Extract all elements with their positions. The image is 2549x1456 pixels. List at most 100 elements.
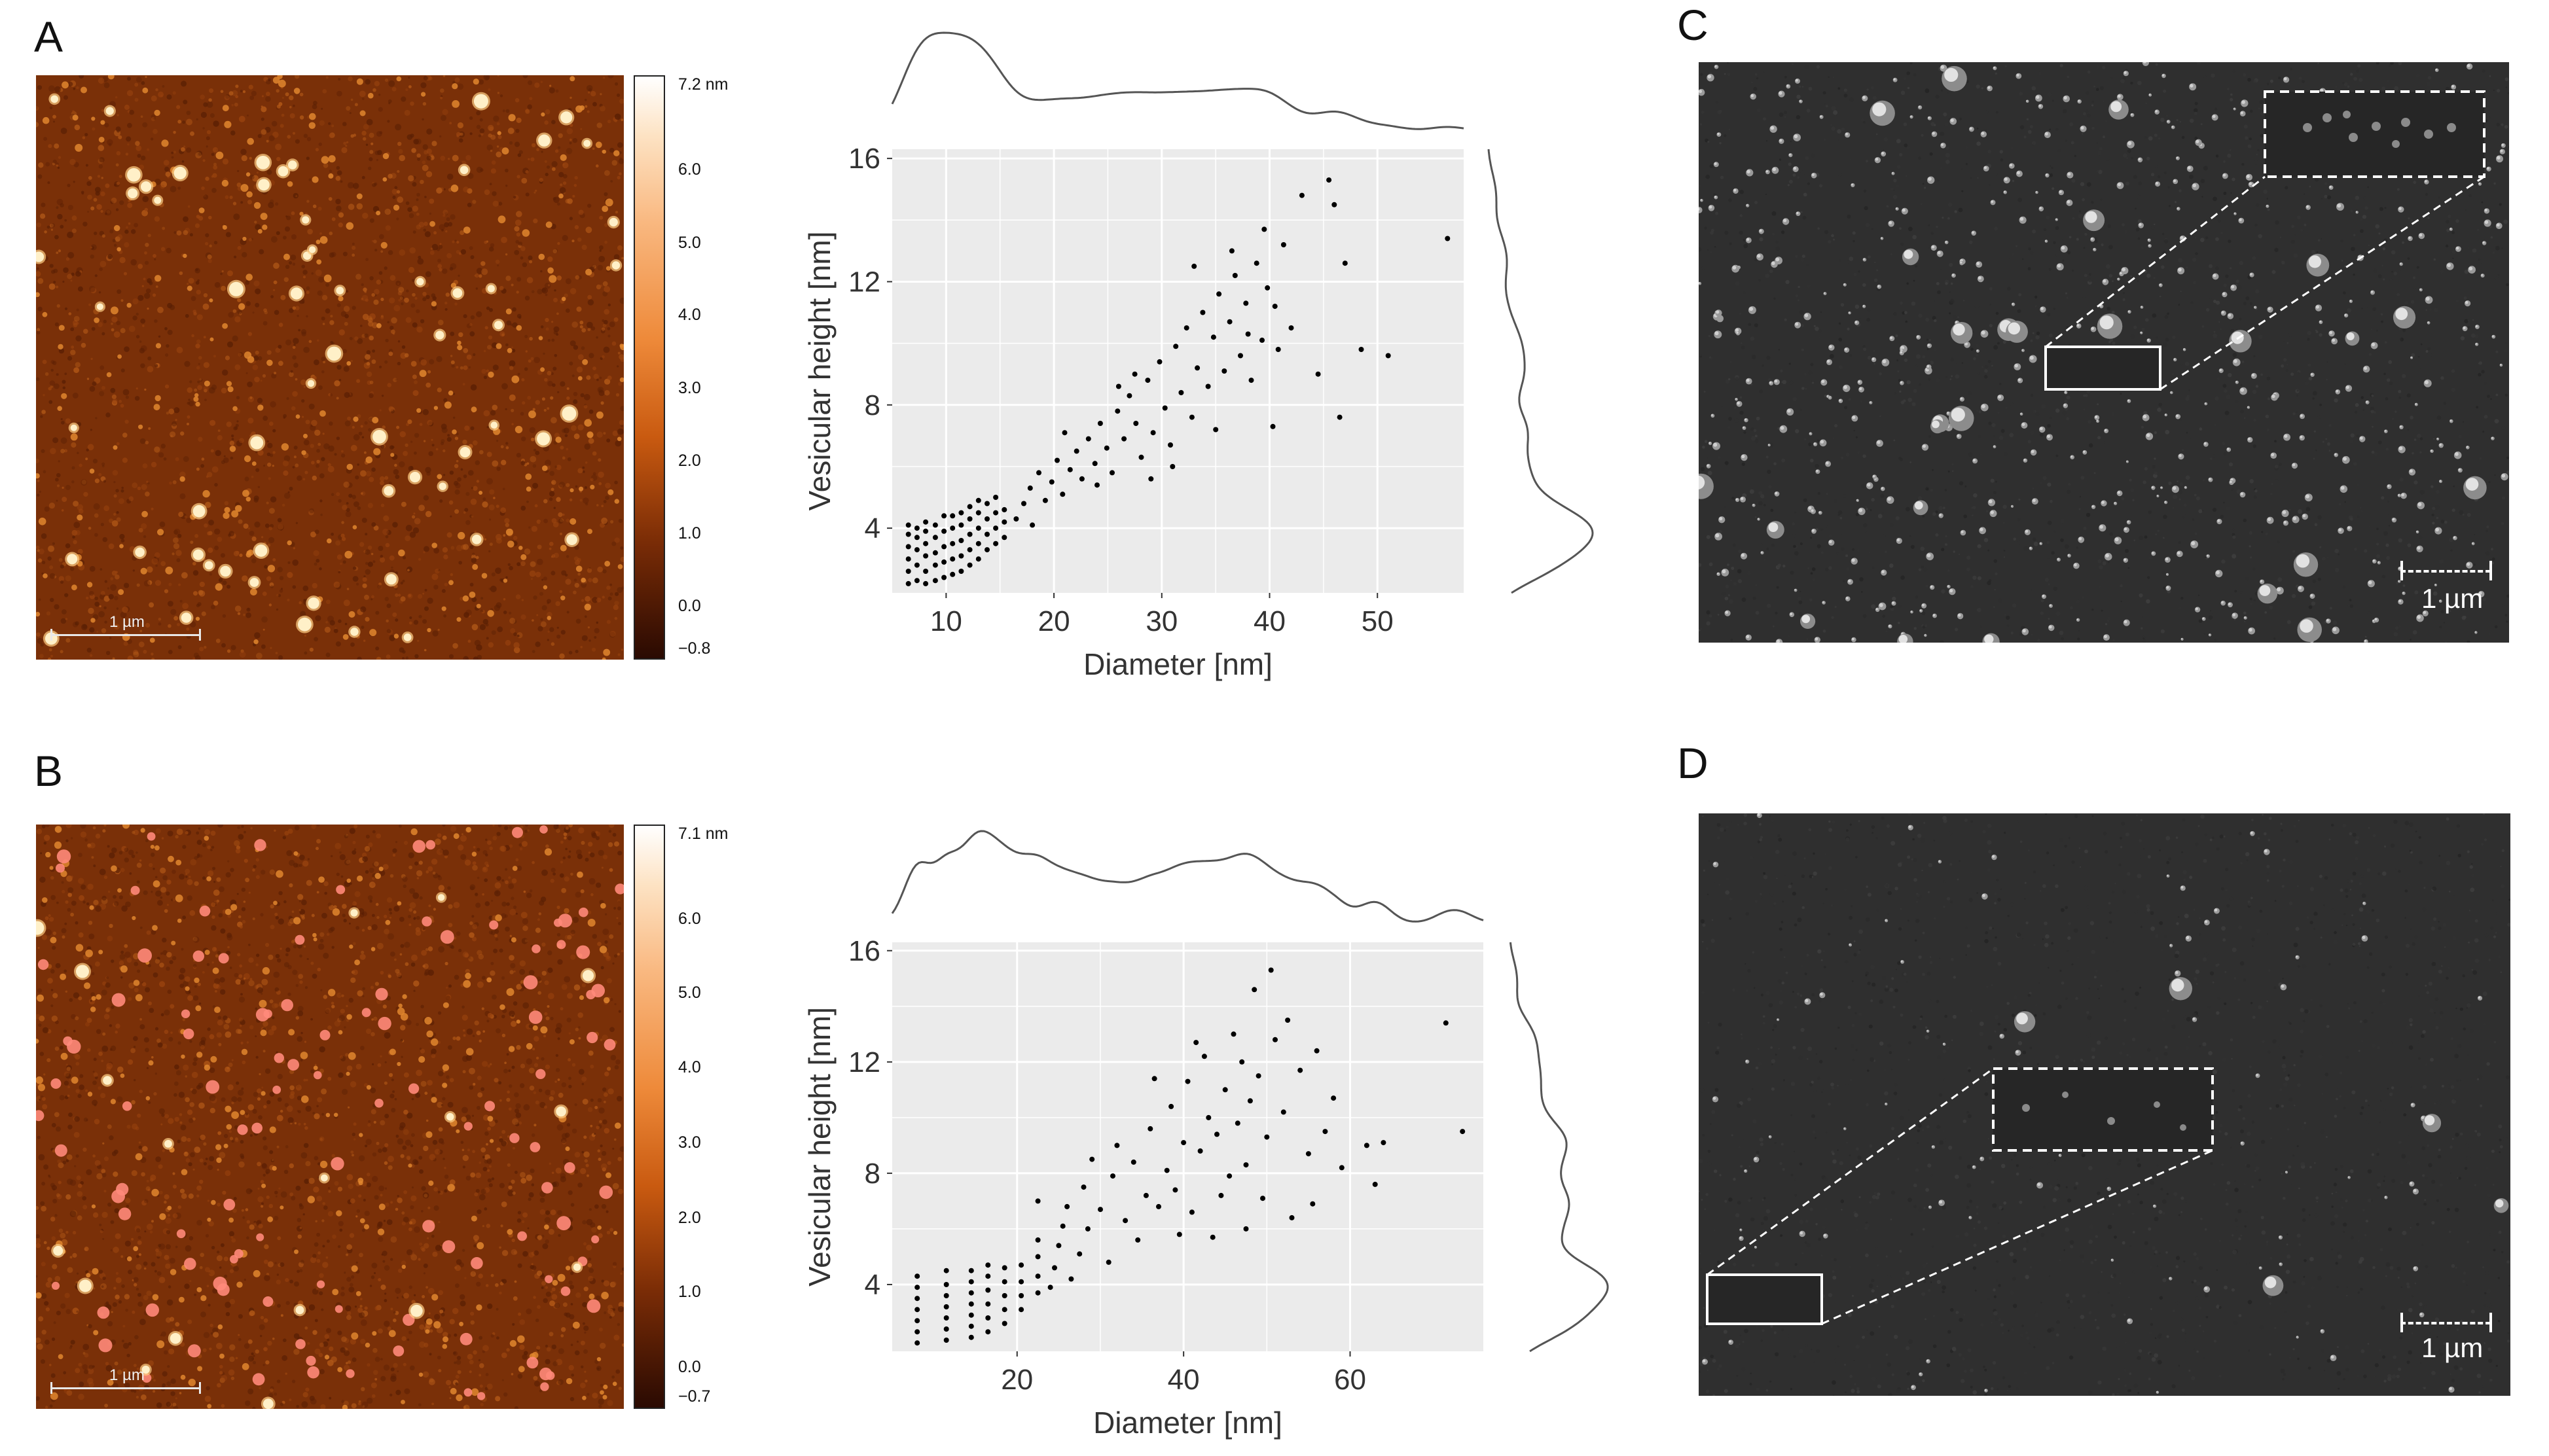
data-point [1077,1251,1082,1256]
data-point [1216,291,1221,296]
data-point [914,1329,920,1334]
data-point [1104,446,1110,451]
data-point [1133,421,1138,426]
data-point [914,525,920,531]
data-point [1152,1076,1157,1081]
data-point [976,541,981,546]
data-point [944,1315,949,1321]
data-point [1110,470,1115,475]
y-tick-label: 8 [865,1158,880,1190]
data-point [1157,359,1163,364]
data-point [1248,1098,1253,1103]
data-point [1048,1285,1053,1290]
data-point [1151,430,1156,435]
data-point [1002,520,1007,525]
colorbar-label: 4.0 [678,1058,701,1077]
data-point [941,529,947,534]
data-point [1223,1087,1228,1092]
data-point [1185,1079,1191,1084]
data-point [967,516,973,522]
data-point [993,541,998,546]
y-tick-label: 12 [848,266,880,298]
data-point [1145,378,1150,383]
data-point [941,559,947,565]
data-point [1260,1196,1265,1201]
data-point [1170,464,1175,469]
data-point [933,535,938,540]
afm-scalebar-b: 1 µm [50,1379,201,1399]
colorbar-label: 3.0 [678,379,701,398]
data-point [1211,334,1216,340]
data-point [1276,347,1281,352]
marginal-density-diameter [892,33,1464,129]
data-point [933,522,938,527]
data-point [1052,1265,1057,1270]
data-point [914,578,920,583]
data-point [1339,1165,1345,1170]
colorbar-label: 7.1 nm [678,825,728,843]
data-point [993,525,998,531]
data-point [1094,482,1100,488]
data-point [906,532,911,537]
data-point [985,501,990,506]
data-point [1114,1143,1119,1148]
data-point [906,569,911,574]
data-point [1195,365,1200,370]
data-point [1343,260,1348,266]
data-point [985,1315,990,1321]
colorbar-label: 6.0 [678,910,701,929]
x-tick-label: 40 [1168,1364,1200,1396]
data-point [914,547,920,552]
data-point [1019,1293,1024,1298]
data-point [1148,1126,1153,1131]
y-axis-label: Vesicular height [nm] [803,1007,837,1287]
data-point [1249,378,1254,383]
data-point [1056,1243,1061,1248]
data-point [941,513,947,518]
data-point [1068,1277,1074,1282]
afm-scalebar-a: 1 µm [50,626,201,646]
data-point [1181,1140,1186,1145]
data-point [950,513,955,518]
data-point [958,522,964,527]
colorbar-label: 3.0 [678,1133,701,1152]
data-point [906,544,911,549]
x-tick-label: 40 [1254,605,1286,637]
data-point [1144,1193,1149,1198]
data-point [985,1262,990,1268]
data-point [969,1324,974,1329]
data-point [958,569,964,574]
data-point [1246,332,1251,337]
data-point [1127,393,1132,399]
data-point [1049,480,1055,485]
data-point [1060,1224,1066,1229]
colorbar-label: 2.0 [678,1209,701,1228]
data-point [1289,325,1294,330]
data-point [1081,1184,1087,1190]
data-point [993,495,998,500]
colorbar-label: 5.0 [678,234,701,253]
data-point [1337,415,1343,420]
data-point [1265,285,1270,291]
y-tick-label: 4 [865,512,880,544]
data-point [906,556,911,561]
data-point [1036,1237,1041,1243]
x-tick-label: 20 [1001,1364,1033,1396]
data-point [1168,442,1173,448]
data-point [933,578,938,583]
colorbar-label: 7.2 nm [678,75,728,94]
data-point [1036,1273,1041,1279]
data-point [1028,486,1033,491]
sem-scalebar-label-c: 1 µm [2421,583,2483,614]
marginal-density-height [1489,149,1593,593]
sem-scalebar-c [2400,570,2491,573]
data-point [1085,1226,1091,1232]
sem-micrograph-d [1699,813,2510,1396]
data-point [1178,390,1184,395]
data-point [1002,1321,1007,1326]
x-axis-label: Diameter [nm] [1083,647,1273,681]
data-point [1386,353,1391,359]
